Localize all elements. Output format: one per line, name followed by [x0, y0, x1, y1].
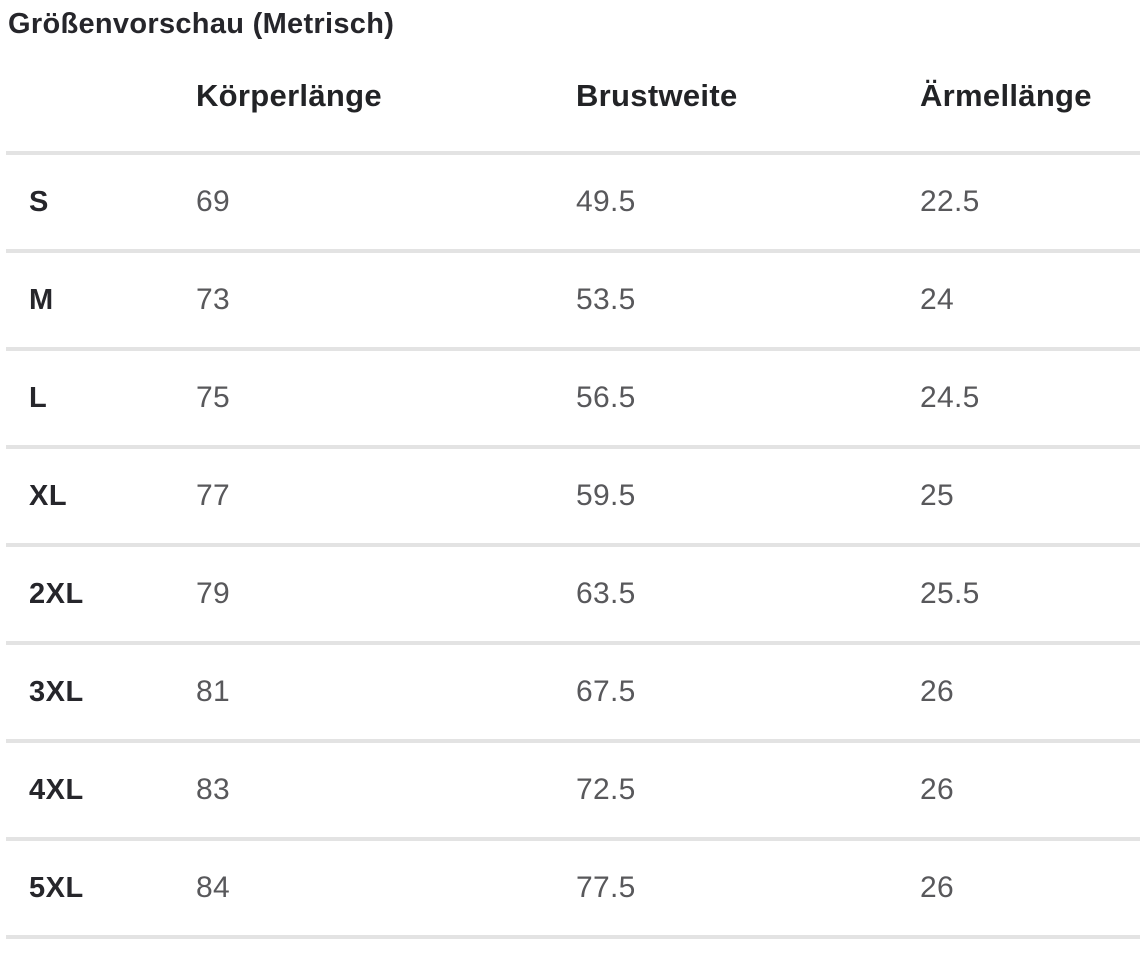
koerperlaenge-value: 77	[196, 479, 230, 512]
aermellaenge-value: 22.5	[920, 185, 980, 218]
aermellaenge-value: 26	[920, 773, 954, 806]
brustweite-value: 56.5	[576, 381, 636, 414]
table-body: S 69 49.5 22.5 M 73 53.5 24 L 75 56.5 24…	[0, 155, 1140, 939]
table-row: 5XL 84 77.5 26	[6, 841, 1140, 939]
column-header-koerperlaenge: Körperlänge	[196, 78, 382, 113]
koerperlaenge-value: 69	[196, 185, 230, 218]
table-row: 4XL 83 72.5 26	[6, 743, 1140, 841]
brustweite-value: 49.5	[576, 185, 636, 218]
brustweite-value: 77.5	[576, 871, 636, 904]
aermellaenge-value: 25	[920, 479, 954, 512]
table-row: M 73 53.5 24	[6, 253, 1140, 351]
size-label: 4XL	[29, 773, 84, 806]
size-label: S	[29, 185, 49, 218]
aermellaenge-value: 24	[920, 283, 954, 316]
koerperlaenge-value: 73	[196, 283, 230, 316]
page-title: Größenvorschau (Metrisch)	[8, 8, 395, 40]
size-label: 5XL	[29, 871, 84, 904]
koerperlaenge-value: 79	[196, 577, 230, 610]
aermellaenge-value: 26	[920, 675, 954, 708]
size-label: 3XL	[29, 675, 84, 708]
table-row: XL 77 59.5 25	[6, 449, 1140, 547]
column-header-brustweite: Brustweite	[576, 78, 738, 113]
brustweite-value: 72.5	[576, 773, 636, 806]
table-row: S 69 49.5 22.5	[6, 155, 1140, 253]
aermellaenge-value: 26	[920, 871, 954, 904]
column-header-aermellaenge: Ärmellänge	[920, 78, 1092, 113]
size-label: M	[29, 283, 54, 316]
aermellaenge-value: 25.5	[920, 577, 980, 610]
brustweite-value: 59.5	[576, 479, 636, 512]
table-row: 3XL 81 67.5 26	[6, 645, 1140, 743]
aermellaenge-value: 24.5	[920, 381, 980, 414]
table-header-row: Körperlänge Brustweite Ärmellänge	[6, 41, 1140, 155]
size-label: 2XL	[29, 577, 84, 610]
size-label: XL	[29, 479, 68, 512]
brustweite-value: 67.5	[576, 675, 636, 708]
brustweite-value: 53.5	[576, 283, 636, 316]
table-row: L 75 56.5 24.5	[6, 351, 1140, 449]
koerperlaenge-value: 83	[196, 773, 230, 806]
table-row: 2XL 79 63.5 25.5	[6, 547, 1140, 645]
koerperlaenge-value: 75	[196, 381, 230, 414]
koerperlaenge-value: 81	[196, 675, 230, 708]
koerperlaenge-value: 84	[196, 871, 230, 904]
size-label: L	[29, 381, 48, 414]
brustweite-value: 63.5	[576, 577, 636, 610]
